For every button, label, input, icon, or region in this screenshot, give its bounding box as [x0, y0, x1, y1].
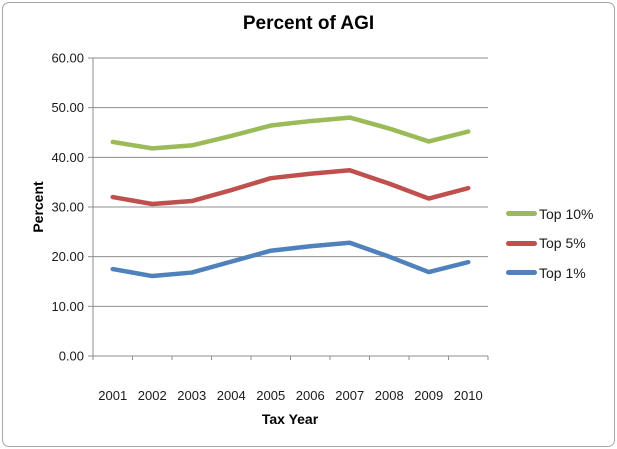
y-axis-title: Percent [30, 181, 46, 233]
series-line-top-1- [110, 240, 471, 279]
y-tick-label: 30.00 [51, 200, 84, 215]
x-tick-label: 2005 [256, 388, 285, 403]
series-line-top-10- [110, 115, 471, 151]
legend-label: Top 10% [539, 205, 594, 222]
y-tick-label: 0.00 [59, 349, 84, 364]
legend-item: Top 1% [506, 258, 614, 288]
x-axis-title: Tax Year [261, 411, 319, 427]
series-line-top-5- [110, 167, 471, 207]
x-tick-label: 2001 [98, 388, 127, 403]
x-tick-label: 2002 [138, 388, 167, 403]
y-tick-label: 20.00 [51, 249, 84, 264]
y-tick-label: 60.00 [51, 51, 84, 66]
legend-marker-icon [506, 211, 537, 217]
legend-marker-icon [506, 240, 537, 246]
legend-marker-icon [506, 270, 537, 276]
x-tick-label: 2004 [217, 388, 246, 403]
legend-item: Top 10% [506, 199, 614, 229]
x-tick-label: 2007 [335, 388, 364, 403]
y-tick-label: 10.00 [51, 299, 84, 314]
legend-label: Top 5% [539, 235, 586, 252]
y-tick-label: 50.00 [51, 100, 84, 115]
x-tick-label: 2008 [375, 388, 404, 403]
legend: Top 10% Top 5% Top 1% [506, 199, 614, 288]
legend-label: Top 1% [539, 264, 586, 281]
legend-item: Top 5% [506, 229, 614, 259]
x-tick-label: 2006 [296, 388, 325, 403]
x-tick-label: 2010 [454, 388, 483, 403]
chart-title: Percent of AGI [242, 13, 375, 34]
y-tick-label: 40.00 [51, 150, 84, 165]
x-tick-label: 2003 [177, 388, 206, 403]
x-tick-label: 2009 [414, 388, 443, 403]
